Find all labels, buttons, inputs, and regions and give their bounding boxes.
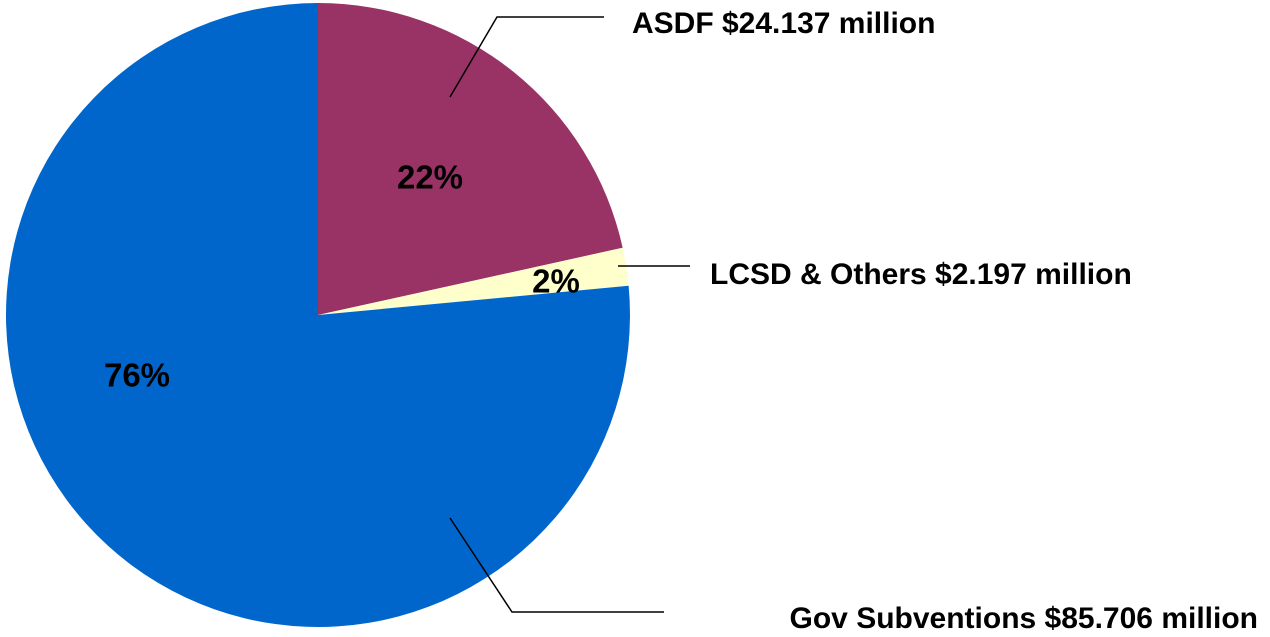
pie-slice-gov-subventions (5, 3, 630, 627)
callout-label-lcsd-and-others: LCSD & Others $2.197 million (710, 258, 1132, 291)
pie-slice-lcsd-and-others (318, 247, 629, 315)
pie-labels: 22% ASDF $24.137 million 2% LCSD & Others $… (104, 7, 1258, 635)
percent-label-gov-subventions: 76% (104, 357, 170, 394)
leader-line-gov-subventions (449, 517, 664, 613)
leader-lines (449, 16, 690, 613)
percent-label-lcsd-and-others: 2% (532, 263, 580, 300)
callout-label-asdf: ASDF $24.137 million (632, 7, 935, 40)
callout-label-gov-subventions: Gov Subventions $85.706 million (790, 602, 1258, 635)
pie-slices (5, 3, 630, 627)
percent-label-asdf: 22% (397, 159, 463, 196)
leader-line-asdf (449, 16, 604, 98)
pie-slice-asdf (318, 3, 623, 315)
